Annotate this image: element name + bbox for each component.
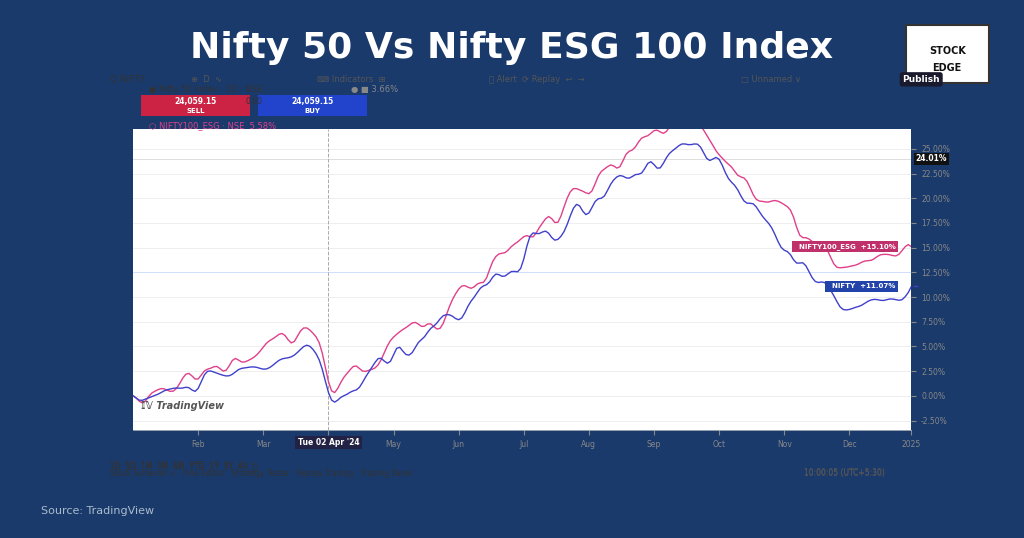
Text: ⊕  D  ∿: ⊕ D ∿: [191, 75, 222, 84]
Text: Q NIFTY: Q NIFTY: [111, 75, 145, 84]
Text: EDGE: EDGE: [933, 63, 962, 73]
Text: 24,059.15: 24,059.15: [291, 97, 333, 105]
Text: ● ■ 3.66%: ● ■ 3.66%: [351, 85, 398, 94]
Text: NIFTY100_ESG  +15.10%: NIFTY100_ESG +15.10%: [794, 243, 896, 250]
Text: ⏰ Alert  ⟳ Replay  ↩  →: ⏰ Alert ⟳ Replay ↩ →: [488, 75, 585, 84]
Text: ⌨ Indicators  ⊞: ⌨ Indicators ⊞: [317, 75, 386, 84]
Text: ⬡ NIFTY100_ESG · NSE  5.58%: ⬡ NIFTY100_ESG · NSE 5.58%: [148, 121, 275, 130]
Text: 24,059.15: 24,059.15: [174, 97, 216, 105]
Text: □ Unnamed ∨: □ Unnamed ∨: [741, 75, 801, 84]
Text: ● Nifty 50 Index · 1D · NSE: ● Nifty 50 Index · 1D · NSE: [148, 85, 262, 94]
Text: 1D  5D  1M  3M  6M  YTD  1Y  5Y  All  📅: 1D 5D 1M 3M 6M YTD 1Y 5Y All 📅: [111, 462, 257, 471]
Text: 10:00:05 (UTC+5:30): 10:00:05 (UTC+5:30): [804, 469, 885, 478]
Text: 𝕀𝕍 TradingView: 𝕀𝕍 TradingView: [141, 401, 224, 411]
Text: 1D  5D  1M  3M  6M  YTD  1Y  5Y  All  📅: 1D 5D 1M 3M 6M YTD 1Y 5Y All 📅: [111, 461, 257, 470]
Text: Stock Screener ∨   Pine Editor   Strategy Tester   Replay Trading   Trading Pane: Stock Screener ∨ Pine Editor Strategy Te…: [111, 470, 413, 478]
Text: BUY: BUY: [304, 108, 321, 114]
Text: 24.01%: 24.01%: [915, 154, 947, 163]
Text: Source: TradingView: Source: TradingView: [41, 506, 154, 516]
Text: 10:00:05 (UTC+5:30): 10:00:05 (UTC+5:30): [804, 468, 885, 477]
FancyBboxPatch shape: [258, 95, 367, 116]
FancyBboxPatch shape: [141, 95, 250, 116]
Text: SELL: SELL: [186, 108, 205, 114]
Text: STOCK: STOCK: [929, 46, 966, 55]
Text: Publish: Publish: [902, 75, 940, 84]
Text: 0.00: 0.00: [245, 97, 262, 105]
Text: Tue 02 Apr '24: Tue 02 Apr '24: [298, 438, 359, 447]
Text: Nifty 50 Vs Nifty ESG 100 Index: Nifty 50 Vs Nifty ESG 100 Index: [190, 31, 834, 66]
Text: NIFTY  +11.07%: NIFTY +11.07%: [827, 284, 896, 289]
